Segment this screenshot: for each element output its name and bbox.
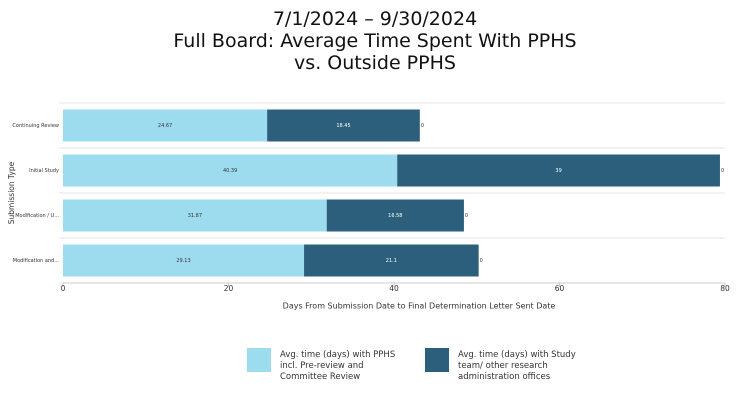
bar-segment [63,244,305,277]
value-label: 21.1 [386,258,397,264]
bar-segment [63,154,398,187]
value-label: 40.39 [223,168,237,174]
bar-segment [304,244,479,277]
bar-segment [63,199,327,232]
legend-item: Avg. time (days) with PPHS incl. Pre-rev… [247,348,398,383]
title-line: Full Board: Average Time Spent With PPHS [173,30,577,52]
value-label: 0 [721,168,724,174]
value-label: 24.67 [158,123,172,129]
x-tick-label: 40 [389,284,399,293]
value-label: 0 [465,213,468,219]
value-label: 18.45 [336,123,350,129]
value-label: 31.87 [188,213,202,219]
x-tick-label: 0 [61,284,66,293]
bar-segment [397,154,720,187]
legend-label: Avg. time (days) with Study team/ other … [458,350,576,382]
x-axis-label: Days From Submission Date to Final Deter… [283,302,556,311]
bar-segment [267,109,420,142]
legend-swatch [247,348,271,372]
chart-title: 7/1/2024 – 9/30/2024 Full Board: Average … [0,8,750,74]
value-label: 16.58 [388,213,402,219]
x-tick-label: 80 [720,284,730,293]
legend-label: Avg. time (days) with PPHS incl. Pre-rev… [280,350,396,382]
title-line: vs. Outside PPHS [294,52,456,74]
bar-segment [326,199,464,232]
y-tick-label: Initial Study [29,168,59,174]
value-label: 39 [555,168,561,174]
y-tick-label: Modification / U... [15,213,59,219]
x-tick-label: 60 [555,284,565,293]
value-label: 29.13 [176,258,190,264]
title-line: 7/1/2024 – 9/30/2024 [272,8,478,30]
bar-segment [63,109,268,142]
legend-swatch [425,348,449,372]
y-tick-label: Modification and... [13,258,60,264]
value-label: 0 [421,123,424,129]
legend-item: Avg. time (days) with Study team/ other … [425,348,576,383]
y-axis-label: Submission Type [7,161,16,224]
y-tick-label: Continuing Review [12,123,59,129]
x-tick-label: 20 [224,284,234,293]
value-label: 0 [480,258,483,264]
